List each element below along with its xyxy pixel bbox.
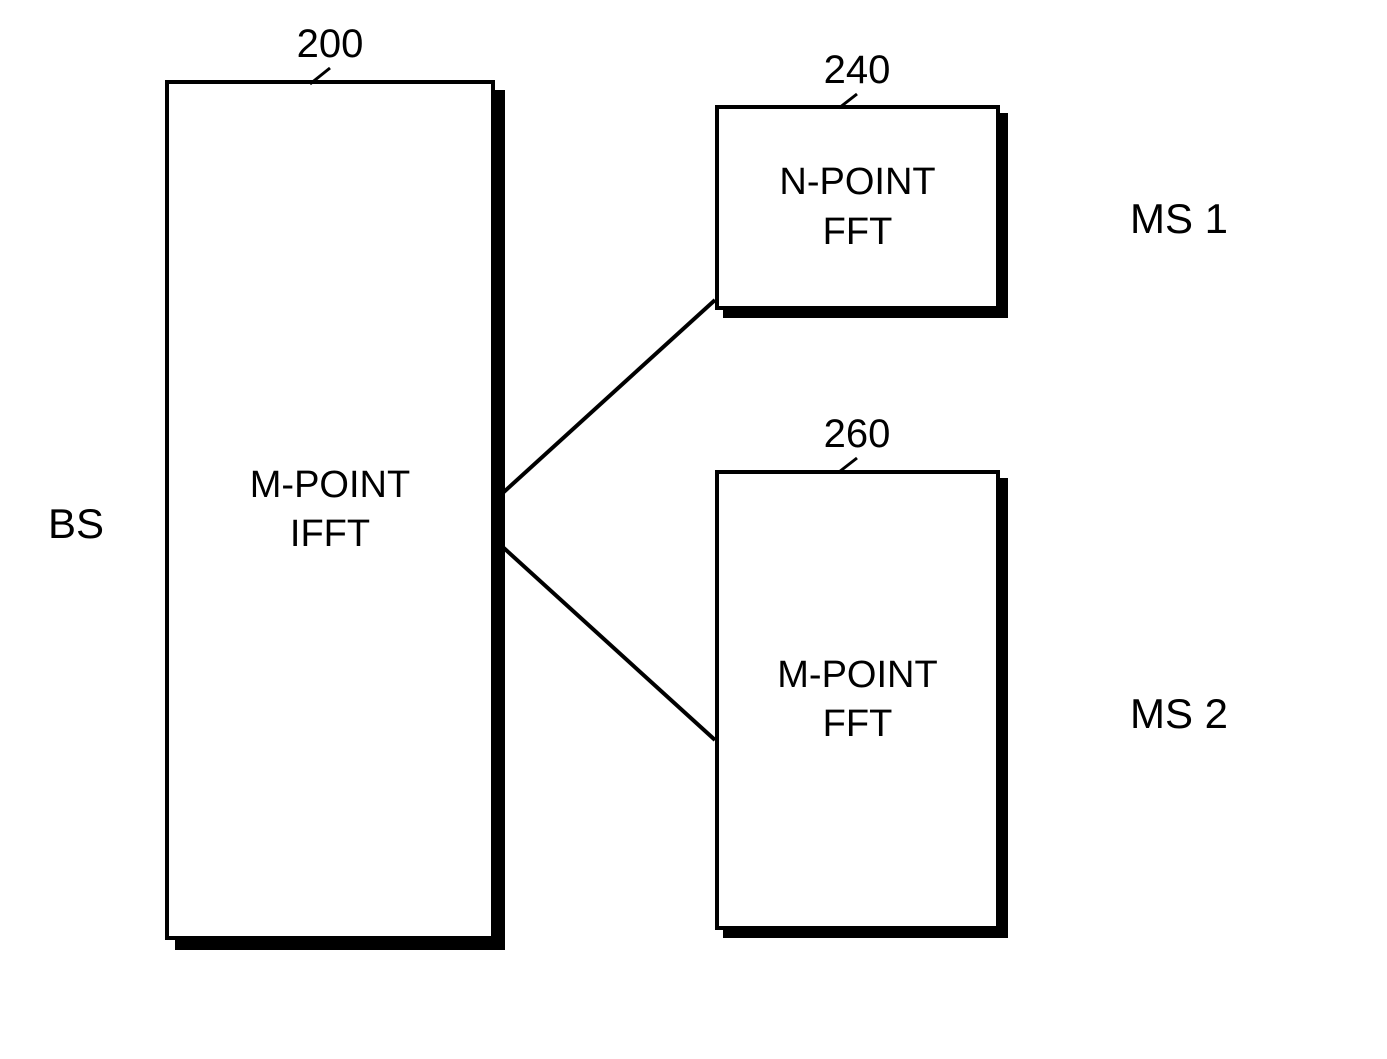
connector-bs-ms1: [495, 300, 715, 500]
diagram-canvas: M-POINTIFFT 200 N-POINTFFT 240 M-POINTFF…: [0, 0, 1387, 1059]
bs-ref-number: 200: [270, 22, 390, 67]
ms1-block: N-POINTFFT: [715, 105, 1000, 310]
bs-ref-tick: [306, 64, 334, 88]
bs-side-label: BS: [48, 500, 104, 548]
ms2-side-label: MS 2: [1130, 690, 1228, 738]
ms1-block-label: N-POINTFFT: [779, 158, 935, 257]
ms2-ref-number: 260: [797, 412, 917, 457]
ms2-block-label: M-POINTFFT: [777, 651, 937, 750]
bs-block-label: M-POINTIFFT: [250, 461, 410, 560]
connector-bs-ms2: [495, 540, 715, 740]
ms2-ref-tick: [835, 454, 861, 476]
ms1-ref-number: 240: [797, 48, 917, 93]
ms2-block: M-POINTFFT: [715, 470, 1000, 930]
ms1-ref-tick: [835, 90, 861, 112]
bs-block: M-POINTIFFT: [165, 80, 495, 940]
ms1-side-label: MS 1: [1130, 195, 1228, 243]
